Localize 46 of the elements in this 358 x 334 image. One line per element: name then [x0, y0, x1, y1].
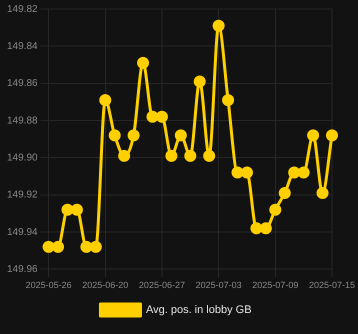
- y-tick-label: 149.96: [6, 264, 38, 275]
- y-tick-label: 149.86: [6, 78, 38, 90]
- point: [194, 75, 206, 88]
- point: [232, 166, 244, 179]
- point: [288, 166, 300, 179]
- point: [184, 150, 196, 162]
- y-tick-label: 149.90: [6, 152, 38, 164]
- point: [42, 240, 55, 253]
- y-tick-label: 149.92: [6, 190, 38, 201]
- point: [203, 150, 216, 162]
- point: [52, 240, 64, 253]
- y-tick-label: 149.88: [6, 115, 38, 126]
- point: [108, 129, 121, 142]
- point: [250, 222, 262, 234]
- point: [260, 222, 272, 234]
- point: [222, 94, 234, 106]
- x-tick-label: 2025-07-09: [252, 280, 298, 290]
- point: [61, 204, 74, 216]
- point: [99, 94, 112, 106]
- y-tick-label: 149.84: [6, 40, 38, 52]
- x-tick-label: 2025-06-20: [82, 280, 128, 290]
- point: [326, 129, 338, 142]
- x-tick-label: 2025-07-03: [196, 280, 242, 290]
- point: [278, 187, 291, 199]
- point: [212, 20, 225, 32]
- point: [146, 110, 158, 123]
- x-tick-label: 2025-05-26: [26, 280, 72, 290]
- point: [316, 187, 329, 199]
- point: [137, 56, 150, 69]
- point: [70, 204, 83, 216]
- point: [269, 204, 282, 216]
- point: [80, 240, 92, 253]
- point: [298, 166, 310, 179]
- y-tick-label: 149.94: [6, 226, 38, 238]
- y-tick-label: 149.82: [6, 4, 38, 15]
- point: [174, 129, 187, 142]
- point: [90, 240, 102, 253]
- point: [118, 150, 130, 162]
- legend-label: Avg. pos. in lobby GB: [146, 304, 252, 316]
- point: [240, 166, 253, 179]
- point: [128, 129, 140, 142]
- x-tick-label: 2025-07-15: [308, 280, 356, 290]
- point: [307, 129, 320, 142]
- point: [156, 110, 168, 123]
- point: [165, 150, 178, 162]
- x-tick-label: 2025-06-27: [138, 280, 185, 290]
